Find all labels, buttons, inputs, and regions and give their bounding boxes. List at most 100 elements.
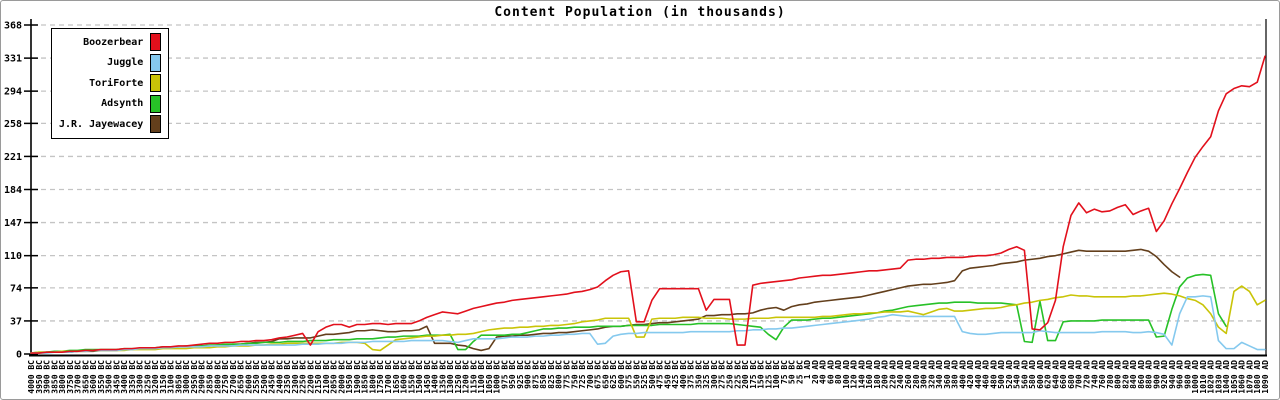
axes [29, 19, 1267, 357]
x-tick-label: 3150 BC [159, 360, 168, 394]
x-tick-label: 725 BC [578, 360, 587, 389]
x-tick-label: 3800 BC [58, 360, 67, 394]
x-tick-label: 2650 BC [237, 360, 246, 394]
legend-label: Adsynth [101, 98, 144, 110]
legend-label: J.R. Jayewacey [59, 118, 144, 130]
legend-swatch [150, 115, 162, 134]
x-tick-label: 525 BC [640, 360, 649, 389]
x-tick-label: 540 AD [1013, 360, 1022, 389]
x-tick-label: 840 AD [1129, 360, 1138, 389]
x-tick-label: 160 AD [865, 360, 874, 389]
x-tick-label: 400 AD [958, 360, 967, 389]
x-tick-label: 1050 BC [485, 360, 494, 394]
x-tick-label: 675 BC [594, 360, 603, 389]
x-tick-label: 3450 BC [112, 360, 121, 394]
x-tick-label: 3550 BC [97, 360, 106, 394]
legend-label: ToriForte [89, 77, 144, 89]
x-tick-label: 375 BC [687, 360, 696, 389]
x-tick-label: 3250 BC [143, 360, 152, 394]
x-tick-label: 680 AD [1067, 360, 1076, 389]
x-tick-label: 720 AD [1082, 360, 1091, 389]
legend-item: Juggle [59, 53, 162, 74]
series-line-adsynth [30, 273, 1227, 354]
x-tick-label: 225 BC [733, 360, 742, 389]
x-tick-label: 250 BC [725, 360, 734, 389]
x-tick-label: 3750 BC [66, 360, 75, 394]
x-tick-label: 400 BC [679, 360, 688, 389]
x-tick-label: 1400 BC [431, 360, 440, 394]
x-tick-label: 425 BC [671, 360, 680, 389]
x-tick-label: 1100 BC [477, 360, 486, 394]
x-tick-label: 950 BC [508, 360, 517, 389]
x-tick-label: 900 BC [524, 360, 533, 389]
x-tick-label: 500 AD [997, 360, 1006, 389]
x-tick-label: 280 AD [912, 360, 921, 389]
x-tick-label: 1350 BC [438, 360, 447, 394]
x-tick-label: 2950 BC [190, 360, 199, 394]
y-tick-label: 221 [4, 152, 22, 163]
x-tick-label: 2100 BC [322, 360, 331, 394]
x-tick-label: 1900 BC [353, 360, 362, 394]
x-tick-label: 380 AD [951, 360, 960, 389]
x-tick-label: 960 AD [1176, 360, 1185, 389]
x-tick-label: 520 AD [1005, 360, 1014, 389]
x-tick-label: 550 BC [632, 360, 641, 389]
x-tick-label: 700 BC [586, 360, 595, 389]
x-tick-label: 825 BC [547, 360, 556, 389]
x-tick-label: 2400 BC [275, 360, 284, 394]
x-tick-label: 1800 BC [368, 360, 377, 394]
legend: Boozerbear Juggle ToriForte Adsynth J.R. Jay… [51, 28, 170, 139]
x-tick-label: 4000 BC [27, 360, 36, 394]
x-tick-label: 440 AD [974, 360, 983, 389]
x-tick-label: 1050 AD [1230, 360, 1239, 394]
series-line-j-r-jayewacey [30, 248, 1181, 354]
x-tick-label: 2200 BC [306, 360, 315, 394]
legend-swatch [150, 74, 162, 93]
x-tick-label: 560 AD [1020, 360, 1029, 389]
x-tick-label: 3000 BC [182, 360, 191, 394]
x-tick-label: 1750 BC [376, 360, 385, 394]
x-tick-label: 1450 BC [423, 360, 432, 394]
series-lines [30, 55, 1266, 354]
x-tick-label: 820 AD [1121, 360, 1130, 389]
y-tick-label: 184 [4, 185, 22, 196]
x-tick-label: 2250 BC [299, 360, 308, 394]
x-tick-label: 100 BC [772, 360, 781, 389]
x-tick-label: 580 AD [1028, 360, 1037, 389]
x-tick-label: 1080 AD [1253, 360, 1262, 394]
x-tick-label: 450 BC [663, 360, 672, 389]
x-tick-label: 625 BC [609, 360, 618, 389]
y-tick-label: 331 [4, 54, 22, 65]
x-tick-label: 1250 BC [454, 360, 463, 394]
x-tick-label: 3850 BC [50, 360, 59, 394]
x-tick-label: 2900 BC [198, 360, 207, 394]
x-tick-label: 3100 BC [167, 360, 176, 394]
x-tick-label: 300 AD [920, 360, 929, 389]
x-tick-label: 420 AD [966, 360, 975, 389]
x-tick-label: 240 AD [896, 360, 905, 389]
x-tick-label: 20 AD [811, 360, 820, 384]
x-tick-label: 3650 BC [81, 360, 90, 394]
y-tick-label: 368 [4, 21, 22, 32]
y-gridlines [32, 24, 1265, 322]
x-tick-label: 3300 BC [136, 360, 145, 394]
legend-label: Boozerbear [83, 36, 144, 48]
x-tick-label: 1150 BC [469, 360, 478, 394]
x-tick-label: 50 BC [788, 360, 797, 384]
x-tick-label: 575 BC [625, 360, 634, 389]
y-tick-label: 110 [4, 251, 22, 262]
x-tick-label: 940 AD [1168, 360, 1177, 389]
y-tick-label: 37 [10, 316, 22, 327]
x-tick-label: 3900 BC [43, 360, 52, 394]
x-tick-label: 880 AD [1145, 360, 1154, 389]
x-tick-label: 660 AD [1059, 360, 1068, 389]
x-tick-label: 275 BC [718, 360, 727, 389]
legend-swatch [150, 53, 162, 72]
x-tick-label: 850 BC [539, 360, 548, 389]
x-tick-label: 150 BC [757, 360, 766, 389]
x-tick-label: 340 AD [935, 360, 944, 389]
legend-swatch [150, 94, 162, 113]
x-tick-label: 1000 BC [493, 360, 502, 394]
x-tick-label: 2350 BC [283, 360, 292, 394]
x-tick-label: 3200 BC [151, 360, 160, 394]
